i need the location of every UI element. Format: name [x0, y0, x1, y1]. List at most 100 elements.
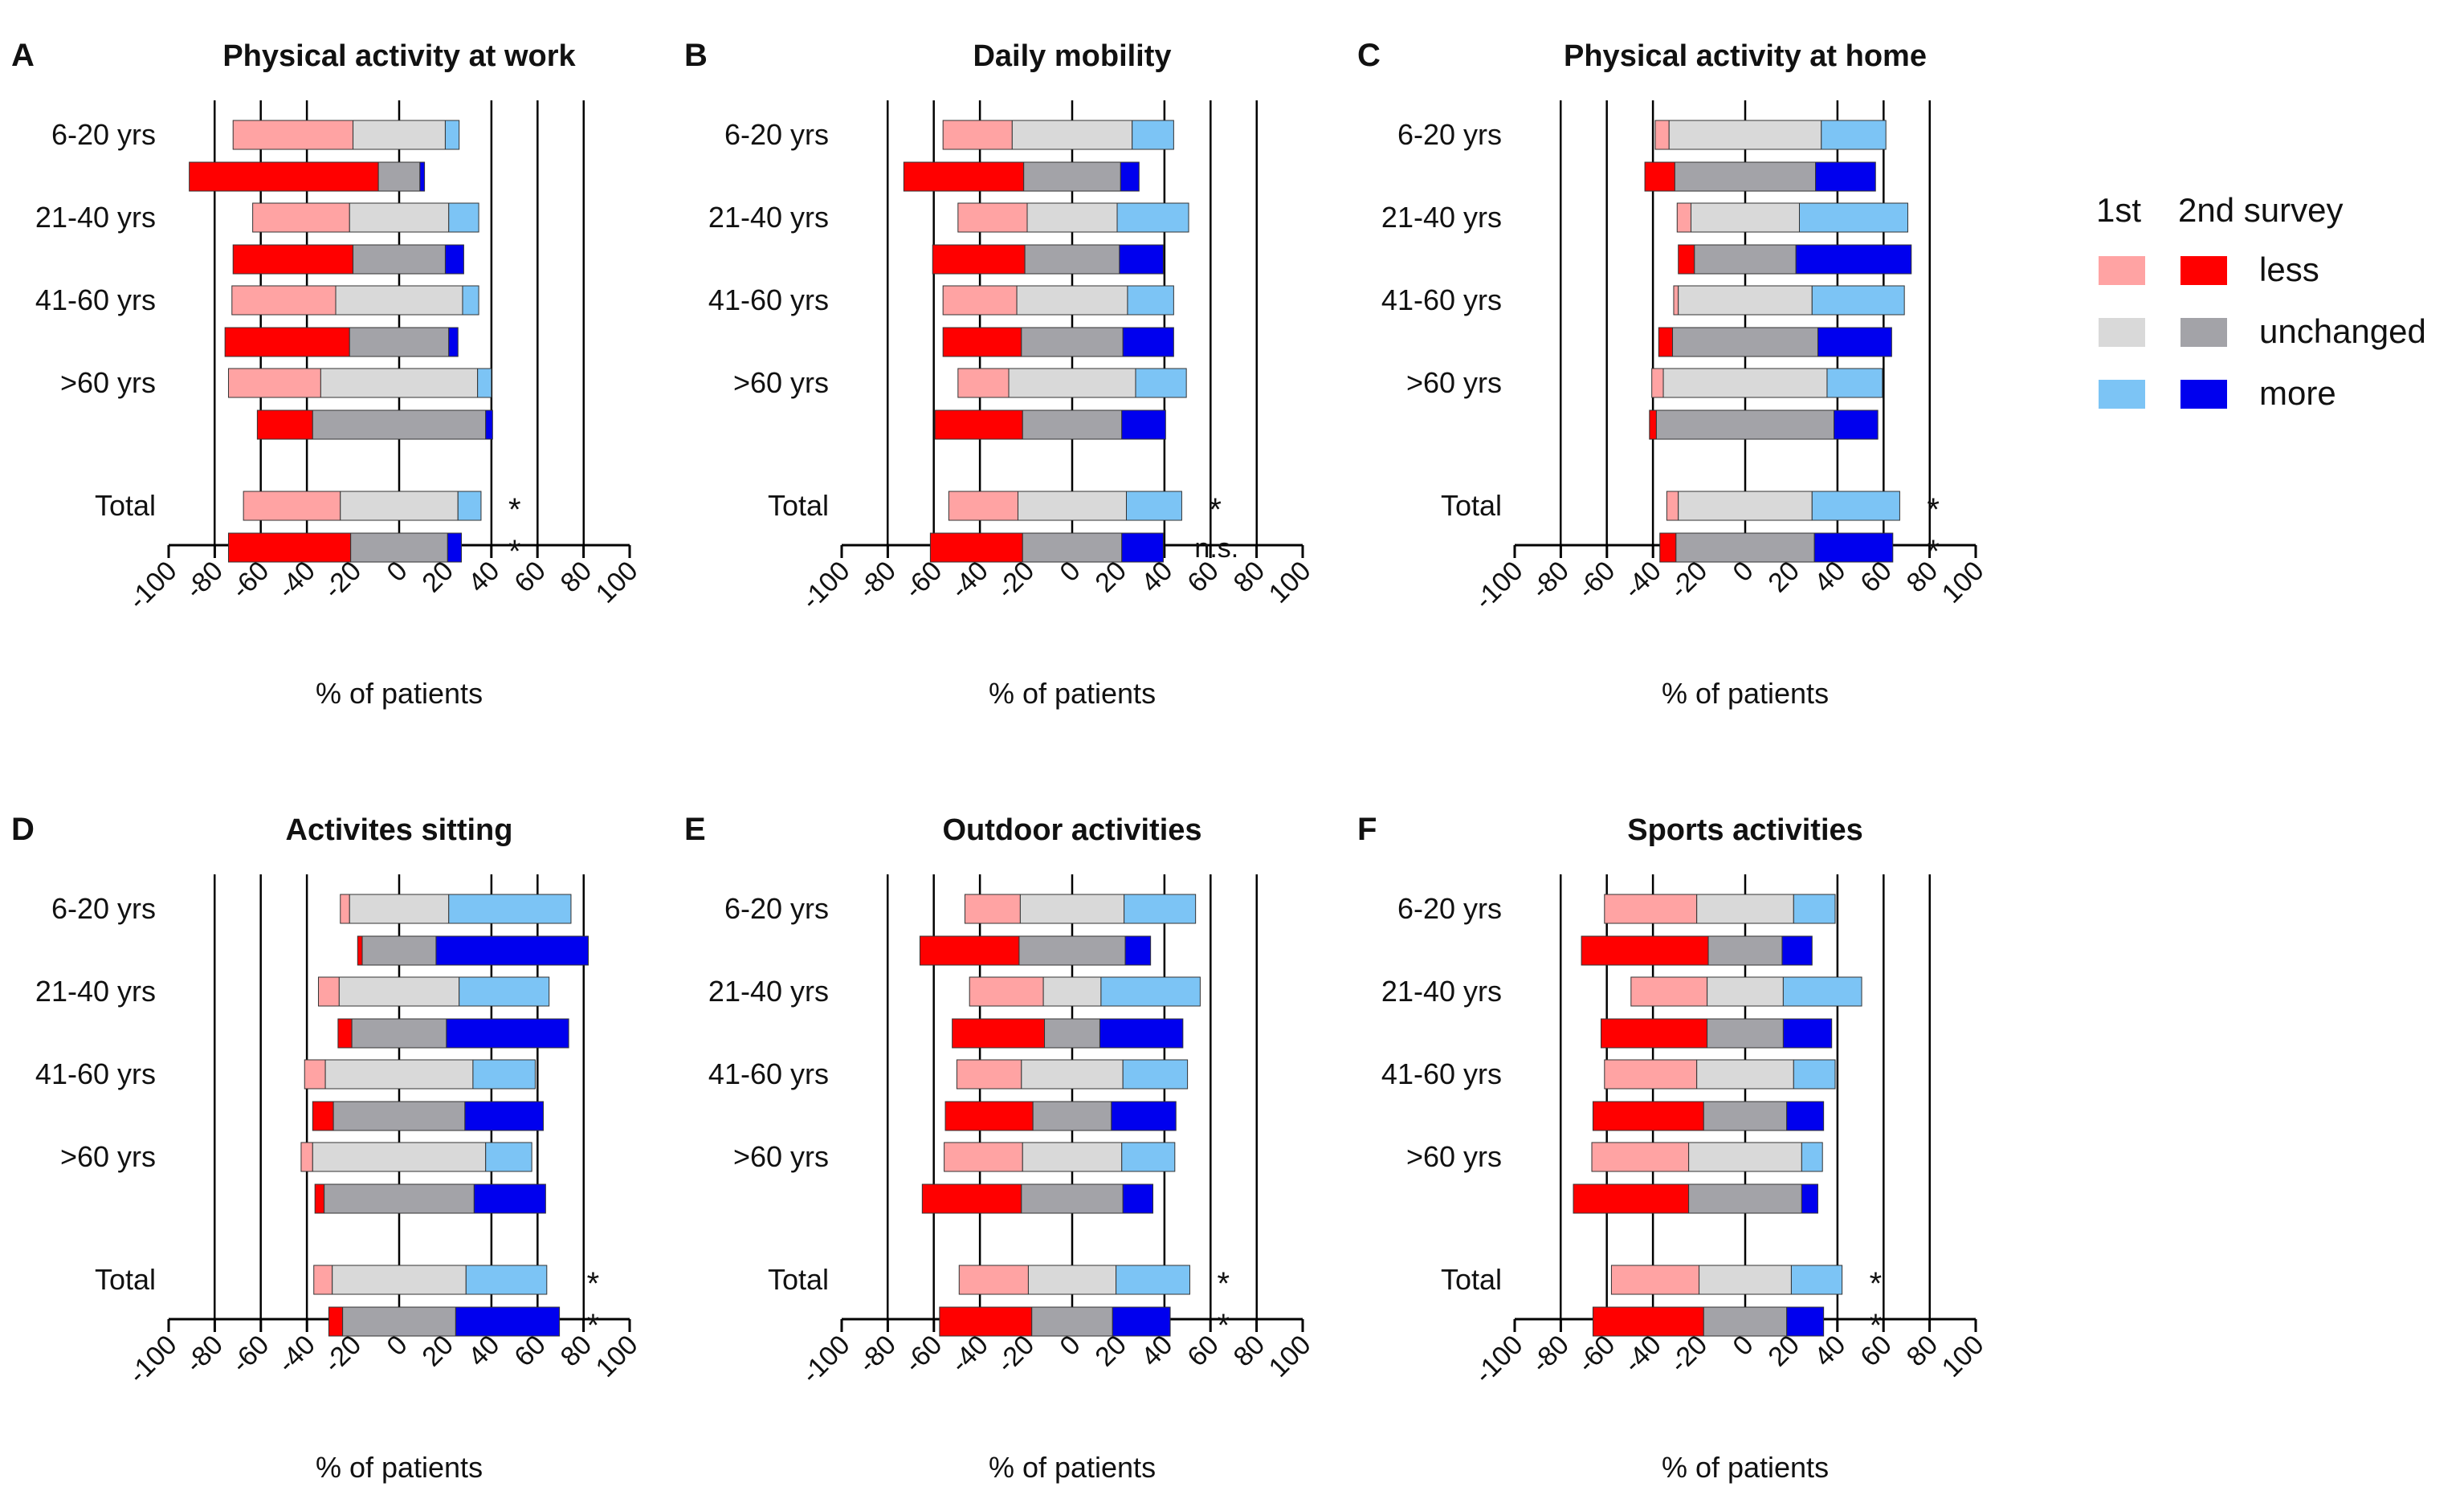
bar-more [1786, 1306, 1825, 1337]
bar-less [958, 1265, 1029, 1295]
x-tick-label: 100 [1263, 556, 1317, 609]
bar-less [1592, 1101, 1704, 1131]
bar-unchanged [340, 491, 459, 521]
bar-more [1127, 285, 1174, 316]
category-label: 6-20 yrs [1397, 892, 1502, 925]
bar-more [1798, 202, 1908, 233]
bar-unchanged [1662, 368, 1828, 398]
bar-less [1591, 1142, 1690, 1172]
category-label: >60 yrs [60, 366, 156, 399]
bar-less [919, 935, 1020, 966]
x-tick-label: -20 [1664, 1330, 1714, 1379]
bar-unchanged [1688, 1142, 1802, 1172]
significance-label: * [508, 534, 521, 569]
category-label: Total [768, 489, 829, 522]
bar-less [1604, 1059, 1698, 1090]
category-label: >60 yrs [1406, 1140, 1502, 1173]
x-tick-label: -60 [899, 1330, 948, 1379]
bar-more [1112, 1306, 1171, 1337]
bar-more [1790, 1265, 1843, 1295]
bar-more [1782, 1018, 1833, 1049]
bar-unchanged [338, 976, 460, 1007]
legend-header-first: 1st [2096, 191, 2141, 229]
bar-more [1826, 368, 1883, 398]
bar-unchanged [350, 532, 448, 563]
legend-swatch-first [2099, 380, 2145, 409]
bar-less [337, 1018, 353, 1049]
bar-more [485, 1142, 532, 1172]
bar-unchanged [1655, 409, 1835, 440]
panel-b: B Daily mobility-100-80-60-40-20 0 20 40 60 80… [684, 38, 1317, 710]
bar-more [1122, 327, 1174, 357]
x-tick-label: -80 [1525, 556, 1575, 605]
category-label: 21-40 yrs [708, 201, 829, 234]
category-label: Total [95, 1263, 156, 1296]
bar-more [448, 327, 459, 357]
x-tick-label: -100 [1469, 1330, 1529, 1390]
bar-unchanged [349, 327, 450, 357]
category-label: 6-20 yrs [1397, 118, 1502, 151]
bar-more [1124, 894, 1197, 924]
bar-unchanged [1031, 1306, 1113, 1337]
significance-label: * [1217, 1266, 1230, 1302]
bar-unchanged [1678, 491, 1813, 521]
x-axis-label: % of patients [316, 677, 483, 710]
x-tick-label: -20 [991, 556, 1041, 605]
bar-unchanged [324, 1059, 474, 1090]
bar-less [231, 285, 337, 316]
bar-more [462, 285, 479, 316]
bar-more [419, 161, 426, 192]
category-label: Total [1441, 489, 1502, 522]
bar-more [1817, 327, 1892, 357]
category-label: >60 yrs [60, 1140, 156, 1173]
x-axis-label: % of patients [316, 1451, 483, 1484]
bar-less [952, 1018, 1046, 1049]
bar-more [457, 491, 482, 521]
bar-more [1834, 409, 1879, 440]
bar-less [1592, 1306, 1704, 1337]
bar-less [1604, 894, 1698, 924]
panel-title: Sports activities [1627, 813, 1863, 847]
bar-more [1122, 1059, 1189, 1090]
bar-more [1120, 161, 1140, 192]
x-tick-label: 100 [590, 556, 644, 609]
bar-unchanged [1668, 120, 1822, 150]
panel-letter: A [11, 38, 35, 73]
bar-unchanged [1021, 1183, 1124, 1214]
bar-unchanged [1024, 244, 1120, 275]
x-tick-label: -20 [318, 1330, 368, 1379]
legend-swatch-first [2099, 256, 2145, 285]
panel-letter: B [684, 38, 708, 73]
bar-unchanged [1019, 894, 1125, 924]
bar-less [969, 976, 1044, 1007]
bar-less [313, 1265, 333, 1295]
panel-title: Outdoor activities [942, 813, 1201, 847]
category-label: 41-60 yrs [1381, 1057, 1502, 1090]
bar-less [1666, 491, 1679, 521]
bar-unchanged [1694, 244, 1797, 275]
bar-unchanged [1707, 935, 1783, 966]
bar-more [1121, 532, 1164, 563]
legend-swatch-first [2099, 318, 2145, 347]
category-label: 41-60 yrs [35, 283, 156, 316]
bar-less [964, 894, 1021, 924]
bar-unchanged [1703, 1101, 1788, 1131]
x-tick-label: -20 [1664, 556, 1714, 605]
bar-more [1793, 894, 1836, 924]
bar-unchanged [312, 409, 487, 440]
bar-less [252, 202, 350, 233]
x-tick-label: -100 [796, 1330, 856, 1390]
bar-unchanged [1032, 1101, 1112, 1131]
bar-unchanged [1691, 202, 1800, 233]
bar-less [1630, 976, 1708, 1007]
bar-less [1649, 409, 1657, 440]
panel-letter: C [1357, 38, 1381, 73]
category-label: >60 yrs [733, 1140, 829, 1173]
panel-title: Physical activity at work [222, 39, 576, 73]
x-tick-label: 80 [1901, 1330, 1944, 1373]
panel-f: F Sports activities-100-80-60-40-20 0 20 40 6… [1357, 812, 1990, 1484]
bar-unchanged [1675, 532, 1815, 563]
bar-less [1678, 244, 1695, 275]
bar-more [1786, 1101, 1825, 1131]
